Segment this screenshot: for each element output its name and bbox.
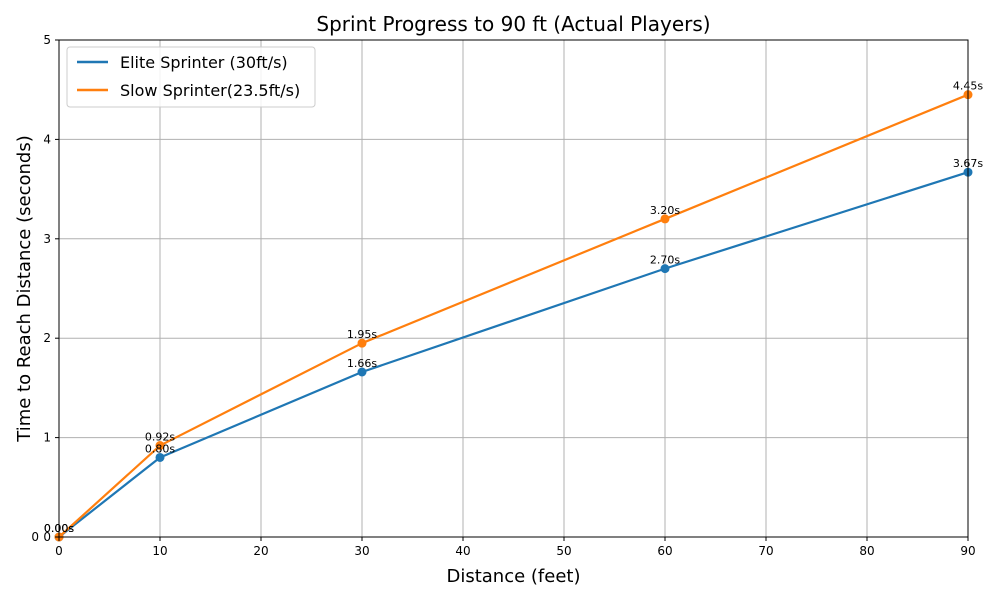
data-point [357, 338, 367, 348]
series-layer [54, 90, 973, 542]
x-tick-label: 0 [55, 544, 63, 558]
data-point [357, 367, 367, 377]
data-point [155, 452, 165, 462]
x-tick-label: 90 [960, 544, 975, 558]
x-tick-label: 10 [152, 544, 167, 558]
data-point [660, 264, 670, 274]
data-label: 1.95s [347, 328, 377, 341]
y-tick-label: 5 [43, 33, 51, 47]
grid-layer [58, 39, 969, 538]
data-label: 3.20s [650, 204, 680, 217]
legend-box [66, 46, 316, 108]
x-tick-label: 20 [253, 544, 268, 558]
data-labels-layer: 0.00s0.80s1.66s2.70s3.67s0.00s0.92s1.95s… [44, 80, 983, 535]
plot-frame [58, 39, 969, 538]
x-tick-label: 50 [556, 544, 571, 558]
y-tick-label: 4 [43, 132, 51, 146]
chart-title: Sprint Progress to 90 ft (Actual Players… [316, 12, 710, 36]
legend-entry-2: Slow Sprinter(23.5ft/s) [120, 81, 300, 100]
series-line-1 [58, 171, 969, 538]
y-tick-label-extra: 0 [31, 530, 39, 544]
x-axis-title: Distance (feet) [446, 566, 580, 587]
series-line-2 [58, 93, 969, 538]
legend: Elite Sprinter (30ft/s) Slow Sprinter(23.… [66, 46, 316, 108]
data-label: 0.80s [145, 442, 175, 455]
x-tick-label: 80 [859, 544, 874, 558]
x-tick-label: 30 [354, 544, 369, 558]
x-tick-label: 70 [758, 544, 773, 558]
y-tick-label: 2 [43, 331, 51, 345]
legend-entry-1: Elite Sprinter (30ft/s) [120, 53, 288, 72]
y-tick-label: 3 [43, 232, 51, 246]
y-axis-title: Time to Reach Distance (seconds) [14, 135, 35, 442]
y-tick-label: 1 [43, 431, 51, 445]
data-point [155, 441, 165, 451]
x-tick-label: 40 [455, 544, 470, 558]
data-label: 1.66s [347, 357, 377, 370]
y-tick-label: 0 [43, 530, 51, 544]
data-label: 0.92s [145, 431, 175, 444]
x-tick-label: 60 [657, 544, 672, 558]
data-point [660, 214, 670, 224]
data-label: 2.70s [650, 254, 680, 267]
